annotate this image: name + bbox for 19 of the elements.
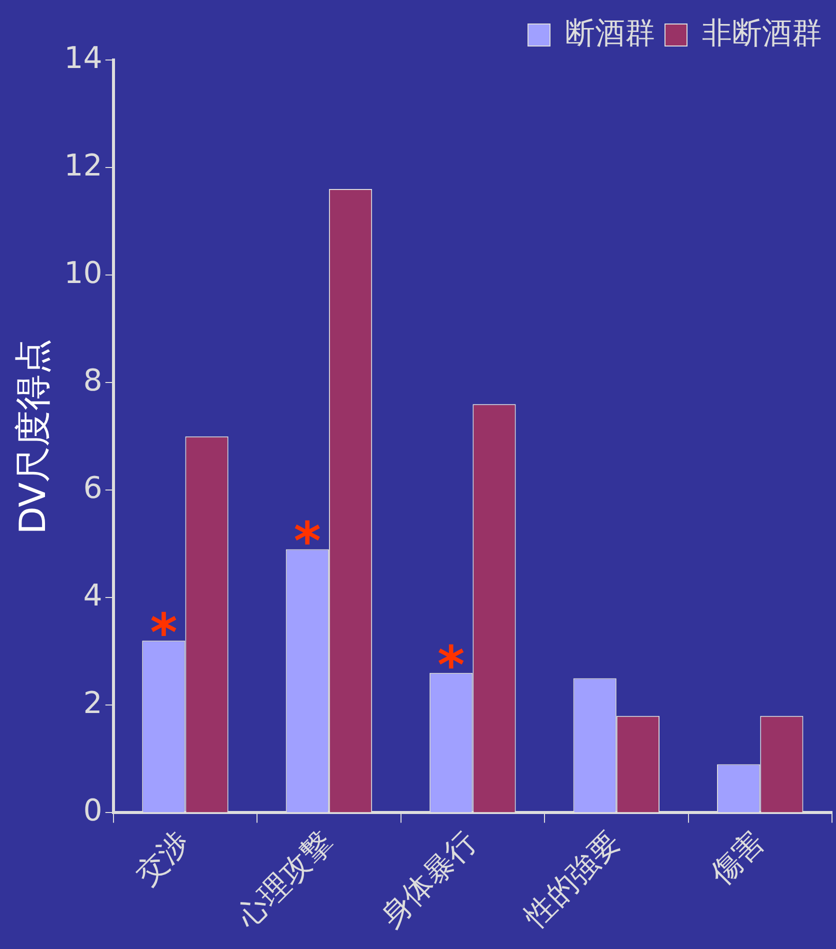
legend-label: 非断酒群: [702, 16, 822, 51]
y-tick-label: 8: [83, 363, 102, 398]
y-axis-title: DV尺度得点: [12, 338, 54, 534]
legend-label: 断酒群: [565, 16, 655, 51]
y-tick-label: 2: [83, 686, 102, 721]
y-tick-label: 0: [83, 793, 102, 828]
x-tick-label: 心理攻撃: [230, 824, 340, 936]
x-tick-label: 身体暴行: [374, 824, 484, 934]
y-tick-label: 14: [64, 40, 102, 76]
x-tick-label: 性的強要: [517, 824, 628, 936]
y-tick-label: 4: [83, 578, 102, 614]
x-tick-label: 交渉: [129, 824, 196, 892]
annotation: *: [150, 604, 178, 664]
y-tick-label: 6: [83, 470, 102, 506]
annotation: *: [438, 636, 465, 696]
x-tick-label: 傷害: [703, 824, 772, 893]
y-tick-label: 10: [64, 256, 102, 291]
annotation: *: [294, 512, 322, 572]
y-tick-label: 12: [64, 148, 102, 184]
